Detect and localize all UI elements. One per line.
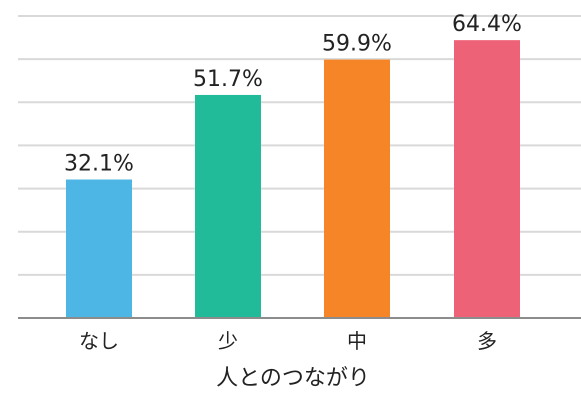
bar-4: [454, 40, 520, 318]
data-label-4: 64.4%: [452, 12, 522, 37]
bars: [66, 40, 520, 319]
bar-1: [66, 179, 132, 318]
category-label-4: 多: [477, 329, 497, 353]
data-label-1: 32.1%: [64, 152, 134, 177]
category-label-3: 中: [347, 329, 367, 353]
data-label-2: 51.7%: [193, 67, 263, 92]
category-label-2: 少: [218, 329, 238, 353]
x-axis-title: 人とのつながり: [216, 366, 370, 391]
bar-3: [324, 59, 390, 319]
bar-2: [195, 94, 261, 318]
category-label-1: なし: [79, 329, 119, 353]
data-label-3: 59.9%: [322, 32, 392, 57]
category-labels: なし 少 中 多: [79, 329, 497, 353]
data-labels: 32.1% 51.7% 59.9% 64.4%: [64, 12, 522, 176]
